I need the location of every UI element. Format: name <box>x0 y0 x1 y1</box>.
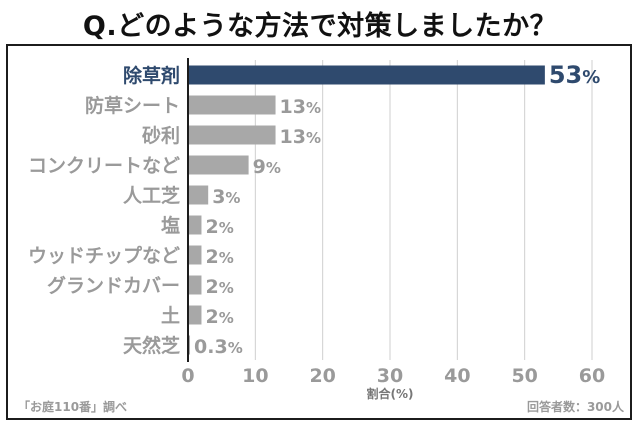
value-number-7: 2 <box>205 246 218 268</box>
category-label-10: 天然芝 <box>123 334 180 357</box>
value-suffix-3: % <box>306 129 321 147</box>
value-number-3: 13 <box>280 126 306 148</box>
value-label-9: 2% <box>205 306 233 328</box>
x-tick-label-20: 20 <box>309 365 335 387</box>
value-label-8: 2% <box>205 276 233 298</box>
value-label-2: 13% <box>280 96 321 118</box>
bar-10 <box>188 335 191 355</box>
bar-1 <box>188 65 545 85</box>
bar-7 <box>188 245 202 265</box>
category-label-4: コンクリートなど <box>28 155 180 177</box>
value-label-5: 3% <box>212 186 240 208</box>
bar-8 <box>188 275 202 295</box>
chart-frame <box>6 44 632 420</box>
x-tick-label-30: 30 <box>377 365 403 387</box>
value-suffix-2: % <box>306 99 321 117</box>
value-number-5: 3 <box>212 186 225 208</box>
category-label-7: ウッドチップなど <box>28 244 180 267</box>
category-label-9: 土 <box>161 305 180 327</box>
value-label-1: 53% <box>549 61 600 89</box>
x-tick-label-50: 50 <box>511 365 537 387</box>
value-number-4: 9 <box>253 156 266 178</box>
bar-9 <box>188 305 202 325</box>
category-label-6: 塩 <box>161 214 180 237</box>
x-tick-label-10: 10 <box>242 365 268 387</box>
chart-title: Q.どのような方法で対策しましたか？ <box>82 11 558 42</box>
value-label-10: 0.3% <box>194 336 243 358</box>
value-suffix-6: % <box>219 219 234 237</box>
x-tick-label-40: 40 <box>444 365 470 387</box>
value-suffix-4: % <box>266 159 281 177</box>
value-number-1: 53 <box>549 61 582 89</box>
value-label-7: 2% <box>205 246 233 268</box>
value-number-6: 2 <box>205 216 218 238</box>
value-number-9: 2 <box>205 306 218 328</box>
category-label-8: グランドカバー <box>47 274 180 297</box>
bar-4 <box>188 155 249 175</box>
bar-5 <box>188 185 209 205</box>
category-label-5: 人工芝 <box>123 184 180 207</box>
x-axis-label: 割合(%) <box>367 386 414 401</box>
value-number-2: 13 <box>280 96 306 118</box>
bar-3 <box>188 125 276 145</box>
value-suffix-1: % <box>582 67 600 88</box>
value-number-8: 2 <box>205 276 218 298</box>
bar-2 <box>188 95 276 115</box>
value-label-3: 13% <box>280 126 321 148</box>
value-label-4: 9% <box>253 156 281 178</box>
category-label-2: 防草シート <box>85 94 180 117</box>
value-number-10: 0.3 <box>194 336 228 358</box>
bar-6 <box>188 215 202 235</box>
category-label-1: 除草剤 <box>123 64 180 87</box>
source-note: 「お庭110番」調べ <box>18 400 128 414</box>
value-suffix-8: % <box>219 279 234 297</box>
value-suffix-7: % <box>219 249 234 267</box>
x-tick-label-0: 0 <box>181 365 194 387</box>
respondent-count: 回答者数：300人 <box>526 400 624 414</box>
value-label-6: 2% <box>205 216 233 238</box>
value-suffix-9: % <box>219 309 234 327</box>
value-suffix-5: % <box>225 189 240 207</box>
category-label-3: 砂利 <box>142 125 180 147</box>
x-tick-label-60: 60 <box>579 365 605 387</box>
value-suffix-10: % <box>228 339 243 357</box>
